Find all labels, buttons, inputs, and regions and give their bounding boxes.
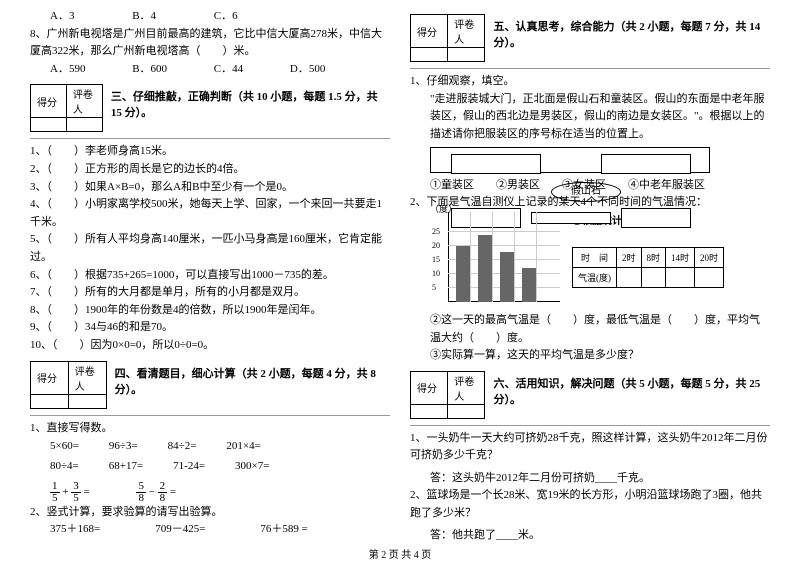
- r-q1-label: 1、仔细观察，填空。: [410, 73, 770, 91]
- q8-options: A．590 B．600 C．44 D．500: [30, 61, 390, 79]
- tf-item: 4、（ ）小明家离学校500米，她每天上学、回家，一个来回一共要走1千米。: [30, 196, 390, 231]
- calc2-items: 375＋168= 709－425= 76＋589 =: [30, 521, 390, 539]
- score-table-5: 得分评卷人: [410, 14, 485, 62]
- tf-item: 6、（ ）根据735+265=1000，可以直接写出1000－735的差。: [30, 267, 390, 285]
- tf-item: 9、（ ）34与46的和是70。: [30, 319, 390, 337]
- section3-title: 三、仔细推敲，正确判断（共 10 小题，每题 1.5 分，共 15 分）。: [103, 84, 390, 120]
- calc2-label: 2、竖式计算，要求验算的请写出验算。: [30, 504, 390, 522]
- calc-row: 80÷4=68+17=71-24=300×7=: [30, 457, 390, 477]
- score-table-3: 得分评卷人: [30, 84, 103, 132]
- temp-table: 时 间 2时 8时 14时 20时 气温(度): [572, 247, 724, 288]
- section3-header: 得分评卷人 三、仔细推敲，正确判断（共 10 小题，每题 1.5 分，共 15 …: [30, 84, 390, 132]
- bar-chart: （度） 25 20 15 10 5: [430, 212, 560, 312]
- page-footer: 第 2 页 共 4 页: [0, 546, 800, 561]
- p2-ans: 答：他共跑了____米。: [410, 527, 770, 545]
- score-table-6: 得分评卷人: [410, 371, 485, 419]
- p1: 1、一头奶牛一天大约可挤奶28千克，照这样计算，这头奶牛2012年二月份可挤奶多…: [410, 430, 770, 465]
- p1-ans: 答：这头奶牛2012年二月份可挤奶____千克。: [410, 470, 770, 488]
- tf-item: 5、（ ）所有人平均身高140厘米，一匹小马身高是160厘米，它肯定能过。: [30, 231, 390, 266]
- tf-item: 3、（ ）如果A×B=0，那么A和B中至少有一个是0。: [30, 179, 390, 197]
- q2-sub3: ③实际算一算，这天的平均气温是多少度？: [410, 347, 770, 365]
- section6-header: 得分评卷人 六、活用知识，解决问题（共 5 小题，每题 5 分，共 25 分）。: [410, 371, 770, 419]
- chart-area: （度） 25 20 15 10 5 ①根据统计图填表: [430, 212, 770, 312]
- section5-header: 得分评卷人 五、认真思考，综合能力（共 2 小题，每题 7 分，共 14 分）。: [410, 14, 770, 62]
- tf-item: 8、（ ）1900年的年份数是4的倍数，所以1900年是闰年。: [30, 302, 390, 320]
- calc-row: 5×60=96÷3=84÷2=201×4=: [30, 437, 390, 457]
- score-table-4: 得分评卷人: [30, 361, 107, 409]
- q7-options: A．3 B．4 C．6: [30, 8, 390, 26]
- section4-header: 得分评卷人 四、看清题目，细心计算（共 2 小题，每题 4 分，共 8 分）。: [30, 361, 390, 409]
- section6-title: 六、活用知识，解决问题（共 5 小题，每题 5 分，共 25 分）。: [485, 371, 770, 407]
- q2-sub2: ②这一天的最高气温是（ ）度，最低气温是（ ）度，平均气温大约（ ）度。: [410, 312, 770, 347]
- r-q1-text: "走进服装城大门，正北面是假山石和童装区。假山的东面是中老年服装区，假山的西北边…: [410, 91, 770, 144]
- tf-item: 1、（ ）李老师身高15米。: [30, 143, 390, 161]
- p2: 2、篮球场是一个长28米、宽19米的长方形，小明沿篮球场跑了3圈，他共跑了多少米…: [410, 487, 770, 522]
- tf-list: 1、（ ）李老师身高15米。 2、（ ）正方形的周长是它的边长的4倍。 3、（ …: [30, 143, 390, 354]
- calc1-label: 1、直接写得数。: [30, 420, 390, 438]
- tf-item: 10、（ ）因为0×0=0，所以0÷0=0。: [30, 337, 390, 355]
- section4-title: 四、看清题目，细心计算（共 2 小题，每题 4 分，共 8 分）。: [107, 361, 390, 397]
- tf-item: 7、（ ）所有的大月都是单月，所有的小月都是双月。: [30, 284, 390, 302]
- store-diagram: 假山石: [430, 147, 710, 172]
- q8-text: 8、广州新电视塔是广州目前最高的建筑，它比中信大厦高278米，中信大厦高322米…: [30, 26, 390, 61]
- tf-item: 2、（ ）正方形的周长是它的边长的4倍。: [30, 161, 390, 179]
- section5-title: 五、认真思考，综合能力（共 2 小题，每题 7 分，共 14 分）。: [485, 14, 770, 50]
- frac-row: 15 + 35 = 58 − 28 =: [30, 477, 390, 504]
